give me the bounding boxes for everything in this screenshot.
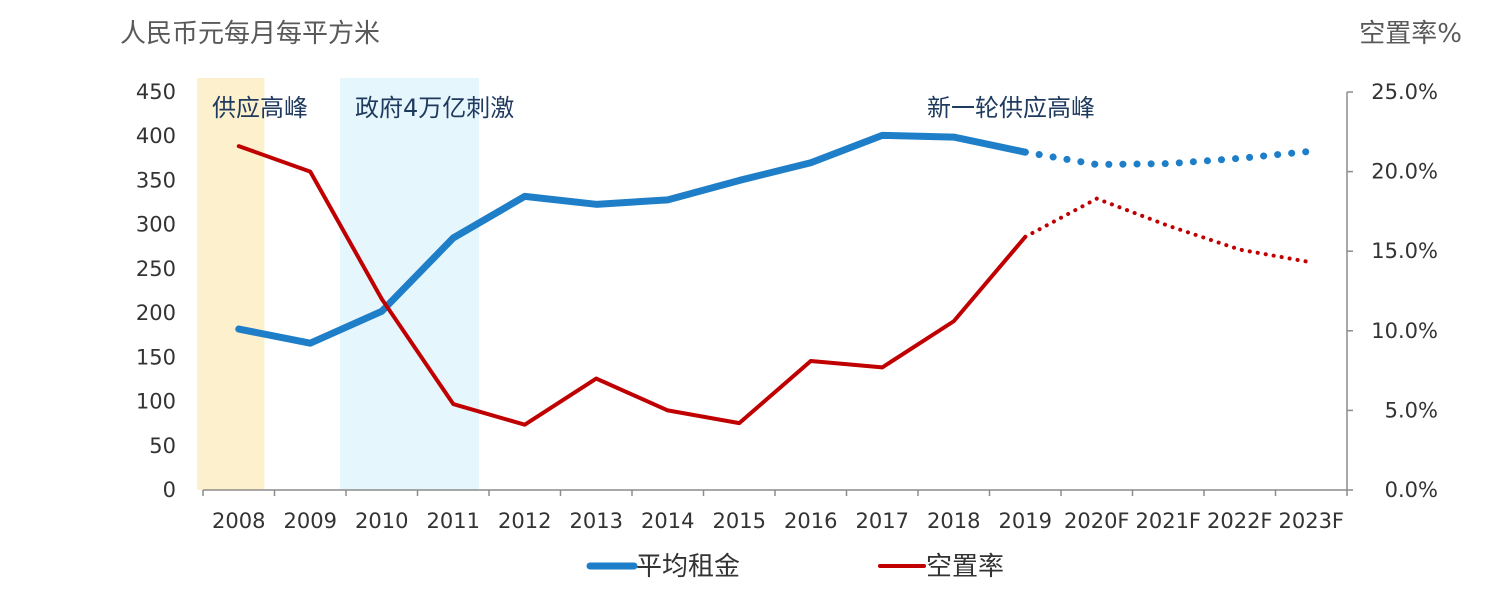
left-tick-label: 300 [136, 213, 176, 237]
series-1-forecast [1021, 147, 1315, 169]
left-tick-label: 200 [136, 301, 176, 325]
band-label-1: 供应高峰 [212, 94, 308, 122]
right-axis-title: 空置率% [1359, 19, 1462, 49]
left-tick-label: 100 [136, 390, 176, 414]
x-tick-label: 2016 [784, 509, 837, 533]
right-tick-label: 5.0% [1385, 398, 1438, 422]
right-tick-label: 25.0% [1371, 80, 1438, 104]
x-tick-label: 2008 [212, 509, 265, 533]
x-tick-label: 2017 [856, 509, 909, 533]
left-axis-title: 人民币元每月每平方米 [120, 19, 380, 49]
right-tick-label: 10.0% [1371, 319, 1438, 343]
x-tick-label: 2015 [713, 509, 766, 533]
legend-label-1: 平均租金 [636, 552, 740, 582]
right-tick-label: 0.0% [1385, 478, 1438, 502]
left-tick-label: 0 [163, 478, 176, 502]
left-tick-label: 50 [149, 434, 176, 458]
series-1-actual [235, 131, 1029, 347]
band-label-2: 政府4万亿刺激 [355, 94, 514, 122]
x-tick-label: 2018 [927, 509, 980, 533]
legend-label-2: 空置率 [926, 552, 1004, 582]
left-tick-label: 350 [136, 168, 176, 192]
highlight-bands: 供应高峰 政府4万亿刺激 新一轮供应高峰 [197, 78, 1095, 490]
left-tick-label: 250 [136, 257, 176, 281]
axis-labels: 0 50 100 150 200 250 300 350 400 450 0.0% 5.0% 10.0%… [136, 80, 1438, 533]
band-label-3: 新一轮供应高峰 [927, 94, 1095, 122]
x-tick-label: 2014 [641, 509, 694, 533]
x-tick-label: 2012 [498, 509, 551, 533]
x-tick-label: 2023F [1278, 509, 1344, 533]
series-lines [235, 131, 1315, 427]
series-2-actual [236, 144, 1028, 427]
x-tick-label: 2021F [1135, 509, 1201, 533]
x-tick-label: 2019 [999, 509, 1052, 533]
x-tick-label: 2020F [1064, 509, 1130, 533]
right-tick-label: 20.0% [1371, 160, 1438, 184]
axes [202, 91, 1353, 496]
series-2-forecast [1023, 196, 1314, 265]
x-tick-label: 2011 [427, 509, 480, 533]
left-tick-label: 150 [136, 345, 176, 369]
left-tick-label: 450 [136, 80, 176, 104]
x-tick-label: 2009 [284, 509, 337, 533]
band-1 [197, 78, 265, 490]
x-tick-label: 2022F [1207, 509, 1273, 533]
x-tick-label: 2013 [570, 509, 623, 533]
right-tick-label: 15.0% [1371, 239, 1438, 263]
x-tick-label: 2010 [355, 509, 408, 533]
legend: 平均租金 空置率 [586, 552, 1004, 582]
left-tick-label: 400 [136, 124, 176, 148]
